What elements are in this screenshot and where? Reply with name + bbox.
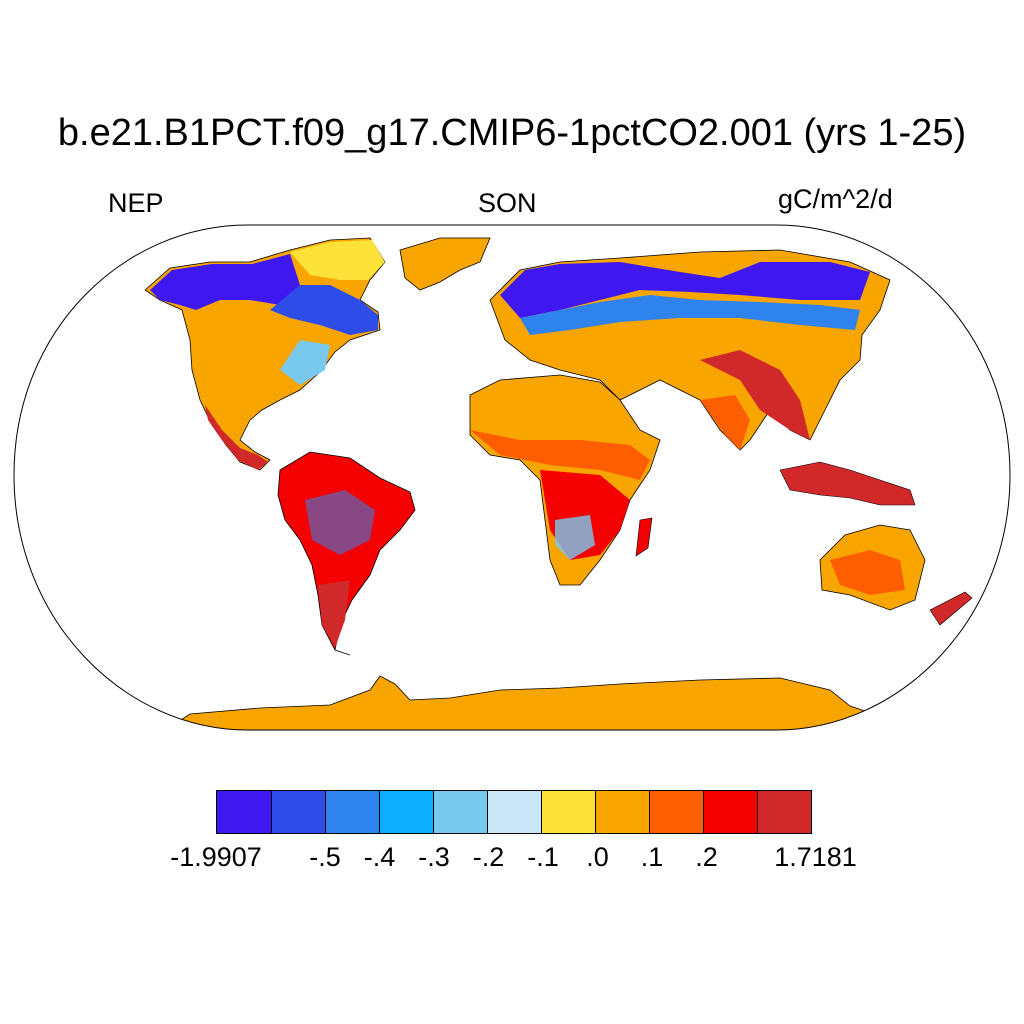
africa-sahel <box>470 430 650 480</box>
new-zealand <box>929 591 973 626</box>
colorbar-box <box>487 791 541 833</box>
madagascar <box>635 517 653 557</box>
colorbar-box <box>757 791 811 833</box>
greenland <box>399 237 491 291</box>
colorbar-box <box>217 791 271 833</box>
eurasia-boreal <box>500 262 870 318</box>
colorbar-tick-label: .0 <box>586 842 609 872</box>
north-america-arctic <box>290 240 385 280</box>
colorbar-tick-label: -1.9907 <box>170 842 262 872</box>
australia-interior <box>830 550 905 595</box>
colorbar-box <box>541 791 595 833</box>
colorbar-box <box>379 791 433 833</box>
indonesia <box>779 461 916 506</box>
map-content <box>144 237 973 730</box>
north-america-boreal <box>150 254 300 310</box>
units-label: gC/m^2/d <box>778 184 893 214</box>
colorbar-box <box>325 791 379 833</box>
india <box>700 395 750 450</box>
asia-south <box>700 350 810 440</box>
colorbar-tick-label: .1 <box>640 842 664 872</box>
figure-title: b.e21.B1PCT.f09_g17.CMIP6-1pctCO2.001 (y… <box>57 112 967 154</box>
colorbar-tick-label: -.4 <box>363 842 396 872</box>
colorbar-tick-label: 1.7181 <box>774 842 857 872</box>
north-america-boreal-2 <box>270 285 378 335</box>
colorbar-box <box>703 791 757 833</box>
colorbar-box <box>649 791 703 833</box>
south-america-amazon <box>305 490 375 555</box>
south-america-south <box>318 580 350 648</box>
africa-south-cool <box>555 515 595 560</box>
central-america <box>205 405 268 470</box>
colorbar-box <box>595 791 649 833</box>
colorbar-box <box>433 791 487 833</box>
colorbar-box <box>271 791 325 833</box>
colorbar-tick-label: .2 <box>695 842 718 872</box>
colorbar <box>216 790 812 834</box>
south-america <box>277 451 416 656</box>
north-america-east <box>280 340 330 385</box>
variable-label: NEP <box>108 188 164 218</box>
colorbar-tick-label: -.5 <box>309 842 341 872</box>
colorbar-tick-label: -.3 <box>418 842 450 872</box>
colorbar-tick-label: -.2 <box>472 842 505 872</box>
colorbar-tick-label: -.1 <box>527 842 559 872</box>
map-frame <box>13 224 1011 731</box>
eurasia-boreal-2 <box>520 295 860 335</box>
season-label: SON <box>478 188 537 218</box>
